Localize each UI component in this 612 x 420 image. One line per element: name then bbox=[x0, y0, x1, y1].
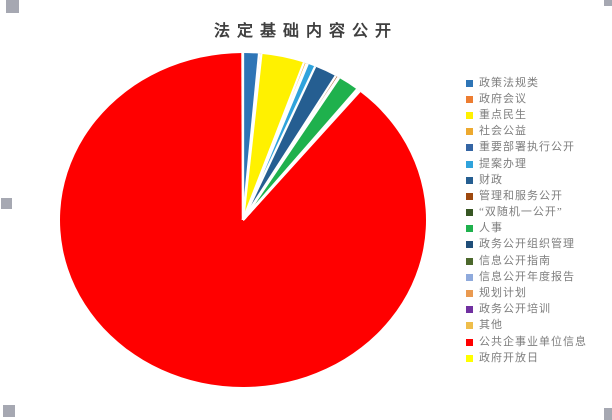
slice-separator bbox=[241, 52, 245, 221]
legend-swatch-icon bbox=[466, 79, 473, 87]
legend-label: 社会公益 bbox=[479, 125, 527, 138]
legend-swatch-icon bbox=[466, 95, 473, 103]
selection-handle[interactable] bbox=[1, 198, 12, 209]
selection-handle[interactable] bbox=[6, 0, 19, 13]
legend-swatch-icon bbox=[466, 290, 473, 298]
legend-label: 重点民生 bbox=[479, 108, 527, 121]
legend-item-16[interactable]: 其他 bbox=[466, 318, 587, 334]
legend-item-17[interactable]: 公共企事业单位信息 bbox=[466, 334, 587, 350]
legend-swatch-icon bbox=[466, 144, 473, 152]
legend-item-8[interactable]: 管理和服务公开 bbox=[466, 188, 587, 204]
legend-label: 财政 bbox=[479, 173, 503, 186]
legend-item-12[interactable]: 信息公开指南 bbox=[466, 253, 587, 269]
legend-swatch-icon bbox=[466, 192, 473, 200]
chart-title[interactable]: 法定基础内容公开 bbox=[213, 23, 398, 40]
legend-swatch-icon bbox=[466, 160, 473, 168]
chart-legend: 政策法规类政府会议重点民生社会公益重要部署执行公开 提案办理财政管理和服务公开 “双… bbox=[466, 75, 587, 366]
legend-item-15[interactable]: 政务公开培训 bbox=[466, 302, 587, 318]
legend-item-13[interactable]: 信息公开年度报告 bbox=[466, 269, 587, 285]
legend-label: 重要部署执行公开 bbox=[479, 141, 575, 154]
legend-item-2[interactable]: 政府会议 bbox=[466, 91, 587, 107]
selection-handle[interactable] bbox=[604, 408, 612, 420]
legend-item-11[interactable]: 政务公开组织管理 bbox=[466, 237, 587, 253]
legend-item-7[interactable]: 财政 bbox=[466, 172, 587, 188]
legend-item-3[interactable]: 重点民生 bbox=[466, 107, 587, 123]
slice-separator bbox=[242, 77, 341, 221]
legend-label: 政府开放日 bbox=[479, 351, 539, 364]
legend-swatch-icon bbox=[466, 306, 473, 314]
legend-swatch-icon bbox=[466, 128, 473, 136]
legend-item-5[interactable]: 重要部署执行公开 bbox=[466, 140, 587, 156]
legend-swatch-icon bbox=[466, 241, 473, 249]
legend-item-18[interactable]: 政府开放日 bbox=[466, 350, 587, 366]
legend-swatch-icon bbox=[466, 338, 473, 346]
legend-item-6[interactable]: 提案办理 bbox=[466, 156, 587, 172]
selection-handle[interactable] bbox=[604, 0, 612, 6]
legend-swatch-icon bbox=[466, 111, 473, 119]
legend-label: 其他 bbox=[479, 319, 503, 332]
legend-label: 政务公开组织管理 bbox=[479, 238, 575, 251]
slice-separator bbox=[241, 66, 317, 221]
selection-handle[interactable] bbox=[3, 405, 15, 417]
legend-item-9[interactable]: “双随机一公开” bbox=[466, 205, 587, 221]
pie-slice-10[interactable] bbox=[243, 77, 357, 220]
legend-label: 提案办理 bbox=[479, 157, 527, 170]
legend-label: 政府会议 bbox=[479, 92, 527, 105]
legend-swatch-icon bbox=[466, 209, 473, 217]
legend-label: 人事 bbox=[479, 222, 503, 235]
legend-item-4[interactable]: 社会公益 bbox=[466, 124, 587, 140]
legend-item-1[interactable]: 政策法规类 bbox=[466, 75, 587, 91]
legend-label: 政务公开培训 bbox=[479, 303, 551, 316]
legend-swatch-icon bbox=[466, 354, 473, 362]
legend-label: “双随机一公开” bbox=[479, 206, 563, 219]
legend-label: 政策法规类 bbox=[479, 76, 539, 89]
legend-swatch-icon bbox=[466, 176, 473, 184]
slice-separator bbox=[242, 90, 361, 221]
legend-label: 信息公开指南 bbox=[479, 254, 551, 267]
legend-label: 规划计划 bbox=[479, 287, 527, 300]
legend-item-14[interactable]: 规划计划 bbox=[466, 285, 587, 301]
slice-separator bbox=[241, 63, 309, 221]
legend-swatch-icon bbox=[466, 257, 473, 265]
pie-slice-7[interactable] bbox=[243, 66, 336, 220]
legend-item-10[interactable]: 人事 bbox=[466, 221, 587, 237]
legend-label: 管理和服务公开 bbox=[479, 189, 563, 202]
legend-label: 公共企事业单位信息 bbox=[479, 335, 587, 348]
legend-swatch-icon bbox=[466, 273, 473, 281]
legend-swatch-icon bbox=[466, 225, 473, 233]
legend-swatch-icon bbox=[466, 322, 473, 330]
slice-separator bbox=[241, 53, 263, 221]
legend-label: 信息公开年度报告 bbox=[479, 270, 575, 283]
